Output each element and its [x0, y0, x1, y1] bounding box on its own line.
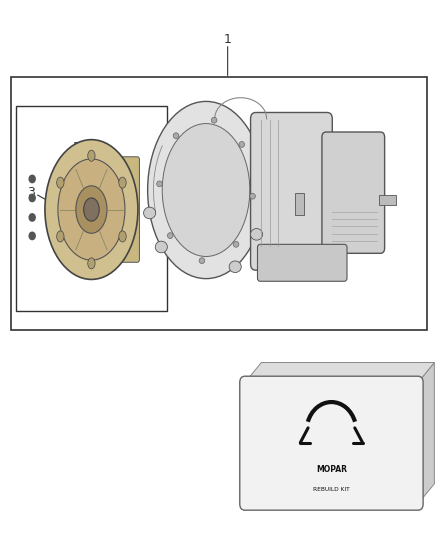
Ellipse shape [144, 207, 155, 219]
Polygon shape [418, 362, 434, 504]
FancyBboxPatch shape [240, 376, 423, 510]
Circle shape [29, 194, 35, 201]
Ellipse shape [229, 261, 241, 272]
Ellipse shape [119, 177, 126, 188]
FancyBboxPatch shape [251, 112, 332, 270]
Ellipse shape [251, 229, 263, 240]
Ellipse shape [148, 101, 265, 279]
Ellipse shape [155, 241, 167, 253]
Ellipse shape [45, 140, 138, 279]
Text: REBUILD KIT: REBUILD KIT [313, 487, 350, 492]
Circle shape [29, 214, 35, 221]
FancyBboxPatch shape [322, 132, 385, 253]
Bar [16, 106, 167, 311]
Ellipse shape [88, 150, 95, 161]
Bar [295, 192, 304, 215]
Ellipse shape [157, 181, 162, 187]
Ellipse shape [119, 231, 126, 242]
Bar [379, 195, 396, 205]
Ellipse shape [76, 186, 107, 233]
Ellipse shape [233, 241, 239, 247]
Ellipse shape [84, 198, 99, 221]
Circle shape [29, 175, 35, 183]
Text: MOPAR: MOPAR [316, 465, 347, 474]
Ellipse shape [58, 159, 125, 260]
Ellipse shape [239, 142, 244, 147]
Ellipse shape [250, 193, 255, 199]
Ellipse shape [199, 258, 205, 263]
Ellipse shape [57, 231, 64, 242]
FancyBboxPatch shape [258, 244, 347, 281]
Circle shape [29, 232, 35, 240]
Ellipse shape [88, 258, 95, 269]
Ellipse shape [211, 117, 217, 123]
Bar [11, 77, 427, 330]
Ellipse shape [162, 124, 250, 256]
Polygon shape [245, 362, 434, 383]
Ellipse shape [167, 233, 173, 238]
Text: 4: 4 [273, 437, 281, 450]
Text: 1: 1 [224, 33, 232, 46]
Ellipse shape [57, 177, 64, 188]
FancyBboxPatch shape [119, 157, 139, 262]
Text: 2: 2 [72, 141, 80, 155]
Ellipse shape [173, 133, 179, 139]
Text: 3: 3 [27, 186, 35, 199]
